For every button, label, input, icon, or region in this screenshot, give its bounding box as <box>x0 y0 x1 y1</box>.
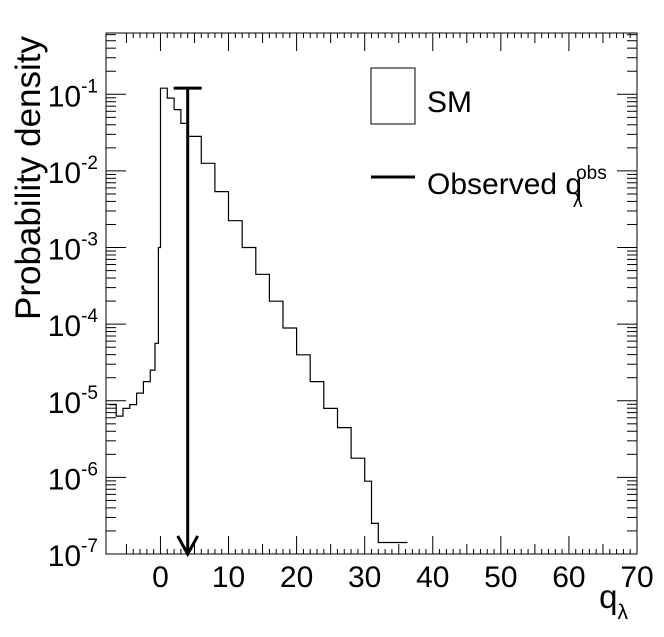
y-tick-label: 10-6 <box>48 459 98 496</box>
legend-sm-label: SM <box>427 86 472 119</box>
y-tick-label-exp: -4 <box>81 306 98 327</box>
y-tick-label-base: 10 <box>48 540 81 573</box>
legend-observed-label: Observed qobs λ <box>427 163 607 212</box>
y-tick-label-exp: -6 <box>81 459 98 480</box>
x-tick-label: 20 <box>280 561 313 594</box>
series-sm-line <box>109 87 408 544</box>
y-tick-label-base: 10 <box>48 80 81 113</box>
x-tick-label: 50 <box>484 561 517 594</box>
y-tick-label-base: 10 <box>48 157 81 190</box>
y-axis-label: Probability density <box>9 35 48 320</box>
y-tick-label: 10-1 <box>48 76 98 113</box>
legend-observed-sub: λ <box>573 191 583 212</box>
legend-observed-sup: obs <box>576 163 607 184</box>
y-tick-label: 10-4 <box>48 306 99 343</box>
x-axis-ticks: 0 10 20 30 40 50 60 70 <box>125 33 654 594</box>
y-tick-label: 10-7 <box>48 536 98 573</box>
y-tick-label-exp: -1 <box>81 76 98 97</box>
x-axis-label: qλ <box>599 578 628 624</box>
x-tick-label: 40 <box>416 561 449 594</box>
legend-sm-swatch <box>370 67 416 125</box>
observed-arrowhead <box>176 535 200 558</box>
y-tick-label-exp: -3 <box>81 230 98 251</box>
x-tick-label: 0 <box>152 561 169 594</box>
y-axis-ticks: 10-710-610-510-410-310-210-1 <box>48 34 637 573</box>
y-tick-label-exp: -2 <box>81 153 98 174</box>
y-tick-label: 10-3 <box>48 230 98 267</box>
legend: SM Observed qobs λ <box>370 67 607 212</box>
x-tick-label: 30 <box>348 561 381 594</box>
observed-marker <box>173 86 202 558</box>
y-tick-label-base: 10 <box>48 387 81 420</box>
x-axis-label-sub: λ <box>618 601 629 624</box>
y-tick-label-base: 10 <box>48 310 81 343</box>
y-tick-label-exp: -5 <box>81 383 98 404</box>
x-axis-label-main: q <box>599 578 617 615</box>
legend-observed-text: Observed q <box>427 168 582 201</box>
y-tick-label: 10-2 <box>48 153 98 190</box>
y-tick-label-exp: -7 <box>81 536 98 557</box>
x-tick-label: 60 <box>552 561 585 594</box>
y-tick-label-base: 10 <box>48 234 81 267</box>
x-tick-label: 70 <box>620 561 653 594</box>
y-tick-label: 10-5 <box>48 383 98 420</box>
x-tick-label: 10 <box>212 561 245 594</box>
y-tick-label-base: 10 <box>48 463 81 496</box>
histogram-series <box>109 87 408 544</box>
